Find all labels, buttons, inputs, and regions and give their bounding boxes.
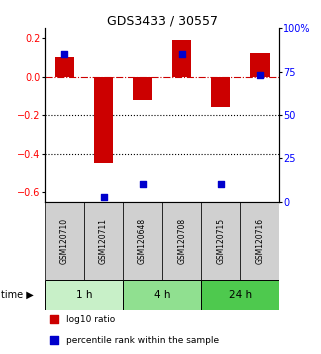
Bar — [172, 40, 191, 76]
Bar — [123, 202, 162, 280]
Text: GSM120716: GSM120716 — [255, 218, 264, 264]
Bar — [84, 202, 123, 280]
Text: GSM120711: GSM120711 — [99, 218, 108, 264]
Text: percentile rank within the sample: percentile rank within the sample — [66, 336, 219, 345]
Text: 1 h: 1 h — [76, 290, 92, 300]
Point — [218, 182, 223, 187]
Text: 4 h: 4 h — [154, 290, 170, 300]
Bar — [250, 53, 270, 76]
Text: GSM120710: GSM120710 — [60, 218, 69, 264]
Point — [52, 337, 57, 343]
Point — [179, 51, 184, 57]
Bar — [94, 76, 113, 163]
Text: GSM120648: GSM120648 — [138, 218, 147, 264]
Bar — [45, 202, 84, 280]
Point — [101, 194, 106, 199]
Bar — [45, 280, 123, 310]
Bar — [211, 76, 230, 107]
Bar — [133, 76, 152, 99]
Point — [52, 316, 57, 322]
Bar — [201, 202, 240, 280]
Bar — [201, 280, 279, 310]
Bar — [162, 202, 201, 280]
Text: time ▶: time ▶ — [1, 290, 33, 300]
Text: GSM120715: GSM120715 — [216, 218, 225, 264]
Point — [257, 72, 262, 78]
Point — [140, 182, 145, 187]
Text: GSM120708: GSM120708 — [177, 218, 186, 264]
Bar — [55, 57, 74, 76]
Bar — [240, 202, 279, 280]
Text: log10 ratio: log10 ratio — [66, 315, 115, 324]
Point — [62, 51, 67, 57]
Text: 24 h: 24 h — [229, 290, 252, 300]
Bar — [123, 280, 201, 310]
Title: GDS3433 / 30557: GDS3433 / 30557 — [107, 14, 218, 27]
